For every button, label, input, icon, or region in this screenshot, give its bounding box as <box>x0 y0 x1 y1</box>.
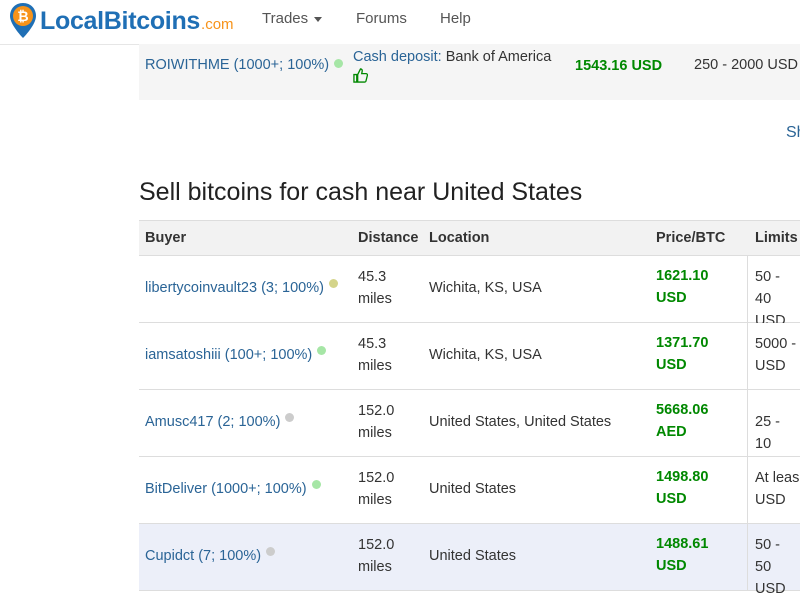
price-currency: USD <box>656 558 687 574</box>
header-distance: Distance <box>358 230 419 246</box>
nav-trades-label: Trades <box>262 10 309 27</box>
chevron-down-icon <box>314 16 323 22</box>
table-row[interactable]: libertycoinvault23 (3; 100%) 45.3 miles W… <box>139 256 800 329</box>
price-currency: USD <box>656 491 687 507</box>
localbitcoins-logo[interactable]: ₿ LocalBitcoins .com <box>8 2 234 40</box>
status-dot-icon <box>311 480 321 489</box>
header-buyer: Buyer <box>145 230 187 246</box>
distance-value: 152.0 <box>358 403 395 419</box>
header-limits: Limits <box>755 230 798 246</box>
buyer-link[interactable]: BitDeliver (1000+; 100%) <box>145 481 307 497</box>
location: United States <box>429 481 517 497</box>
trader-link[interactable]: ROIWITHME (1000+; 100%) <box>145 57 330 73</box>
distance-unit: miles <box>358 559 392 575</box>
payment-method-link[interactable]: Cash deposit: <box>353 49 442 65</box>
location: United States, United States <box>429 414 612 430</box>
limits-line1: 50 - 40 <box>755 269 780 307</box>
distance-unit: miles <box>358 291 392 307</box>
sell-offers-table: Buyer Distance Location Price/BTC Limits… <box>139 220 800 597</box>
table-header: Buyer Distance Location Price/BTC Limits <box>139 220 800 256</box>
offer-price: 1543.16 USD <box>575 58 663 74</box>
status-dot-icon <box>317 346 327 355</box>
header-price: Price/BTC <box>656 230 726 246</box>
brand-suffix: .com <box>201 15 234 33</box>
status-dot-icon <box>285 413 295 422</box>
limits-line1: At leas <box>755 470 800 486</box>
limits-line2: USD <box>755 581 786 597</box>
limits-line2: USD <box>755 358 786 374</box>
distance-value: 152.0 <box>358 537 395 553</box>
status-dot-icon <box>266 547 276 556</box>
limits-line2: USD <box>755 492 786 508</box>
offer-row: ROIWITHME (1000+; 100%) Cash deposit: Ba… <box>139 44 800 100</box>
price-value: 1621.10 <box>656 268 709 284</box>
buyer-link[interactable]: Amusc417 (2; 100%) <box>145 414 281 430</box>
location: United States <box>429 548 517 564</box>
distance-value: 45.3 <box>358 336 387 352</box>
header-location: Location <box>429 230 490 246</box>
nav-forums[interactable]: Forums <box>356 10 407 27</box>
distance-value: 45.3 <box>358 269 387 285</box>
buyer-link[interactable]: Cupidct (7; 100%) <box>145 548 262 564</box>
location: Wichita, KS, USA <box>429 280 542 296</box>
location: Wichita, KS, USA <box>429 347 542 363</box>
svg-text:₿: ₿ <box>17 9 28 25</box>
table-row[interactable]: BitDeliver (1000+; 100%) 152.0 miles Unit… <box>139 457 800 524</box>
online-status-icon <box>334 59 344 68</box>
payment-method-detail: Bank of America <box>445 49 552 65</box>
distance-unit: miles <box>358 492 392 508</box>
distance-value: 152.0 <box>358 470 395 486</box>
table-row[interactable]: Amusc417 (2; 100%) 152.0 miles United Sta… <box>139 390 800 457</box>
price-currency: AED <box>656 424 687 440</box>
distance-unit: miles <box>358 358 392 374</box>
brand-name: LocalBitcoins <box>40 6 201 35</box>
nav-trades-dropdown[interactable]: Trades <box>262 10 323 27</box>
price-value: 1488.61 <box>656 536 709 552</box>
section-title: Sell bitcoins for cash near United State… <box>139 178 583 206</box>
buyer-link[interactable]: iamsatoshiii (100+; 100%) <box>145 347 313 363</box>
show-more-link[interactable]: Sh <box>786 124 800 141</box>
nav-help[interactable]: Help <box>440 10 471 27</box>
table-row[interactable]: iamsatoshiii (100+; 100%) 45.3 miles Wich… <box>139 323 800 390</box>
offer-limits: 250 - 2000 USD <box>694 57 798 73</box>
bitcoin-pin-icon: ₿ <box>8 2 38 40</box>
price-currency: USD <box>656 357 687 373</box>
limits-line1: 5000 - <box>755 336 797 352</box>
price-value: 1498.80 <box>656 469 709 485</box>
limits-line1: 25 - 10 <box>755 414 780 452</box>
top-navbar: ₿ LocalBitcoins .com Trades Forums Help <box>0 0 800 45</box>
price-value: 5668.06 <box>656 402 709 418</box>
table-row[interactable]: Cupidct (7; 100%) 152.0 miles United Stat… <box>139 524 800 597</box>
distance-unit: miles <box>358 425 392 441</box>
price-value: 1371.70 <box>656 335 709 351</box>
thumbs-up-icon <box>353 68 369 89</box>
buyer-link[interactable]: libertycoinvault23 (3; 100%) <box>145 280 324 296</box>
status-dot-icon <box>328 279 338 288</box>
price-currency: USD <box>656 290 687 306</box>
limits-line1: 50 - 50 <box>755 537 780 575</box>
